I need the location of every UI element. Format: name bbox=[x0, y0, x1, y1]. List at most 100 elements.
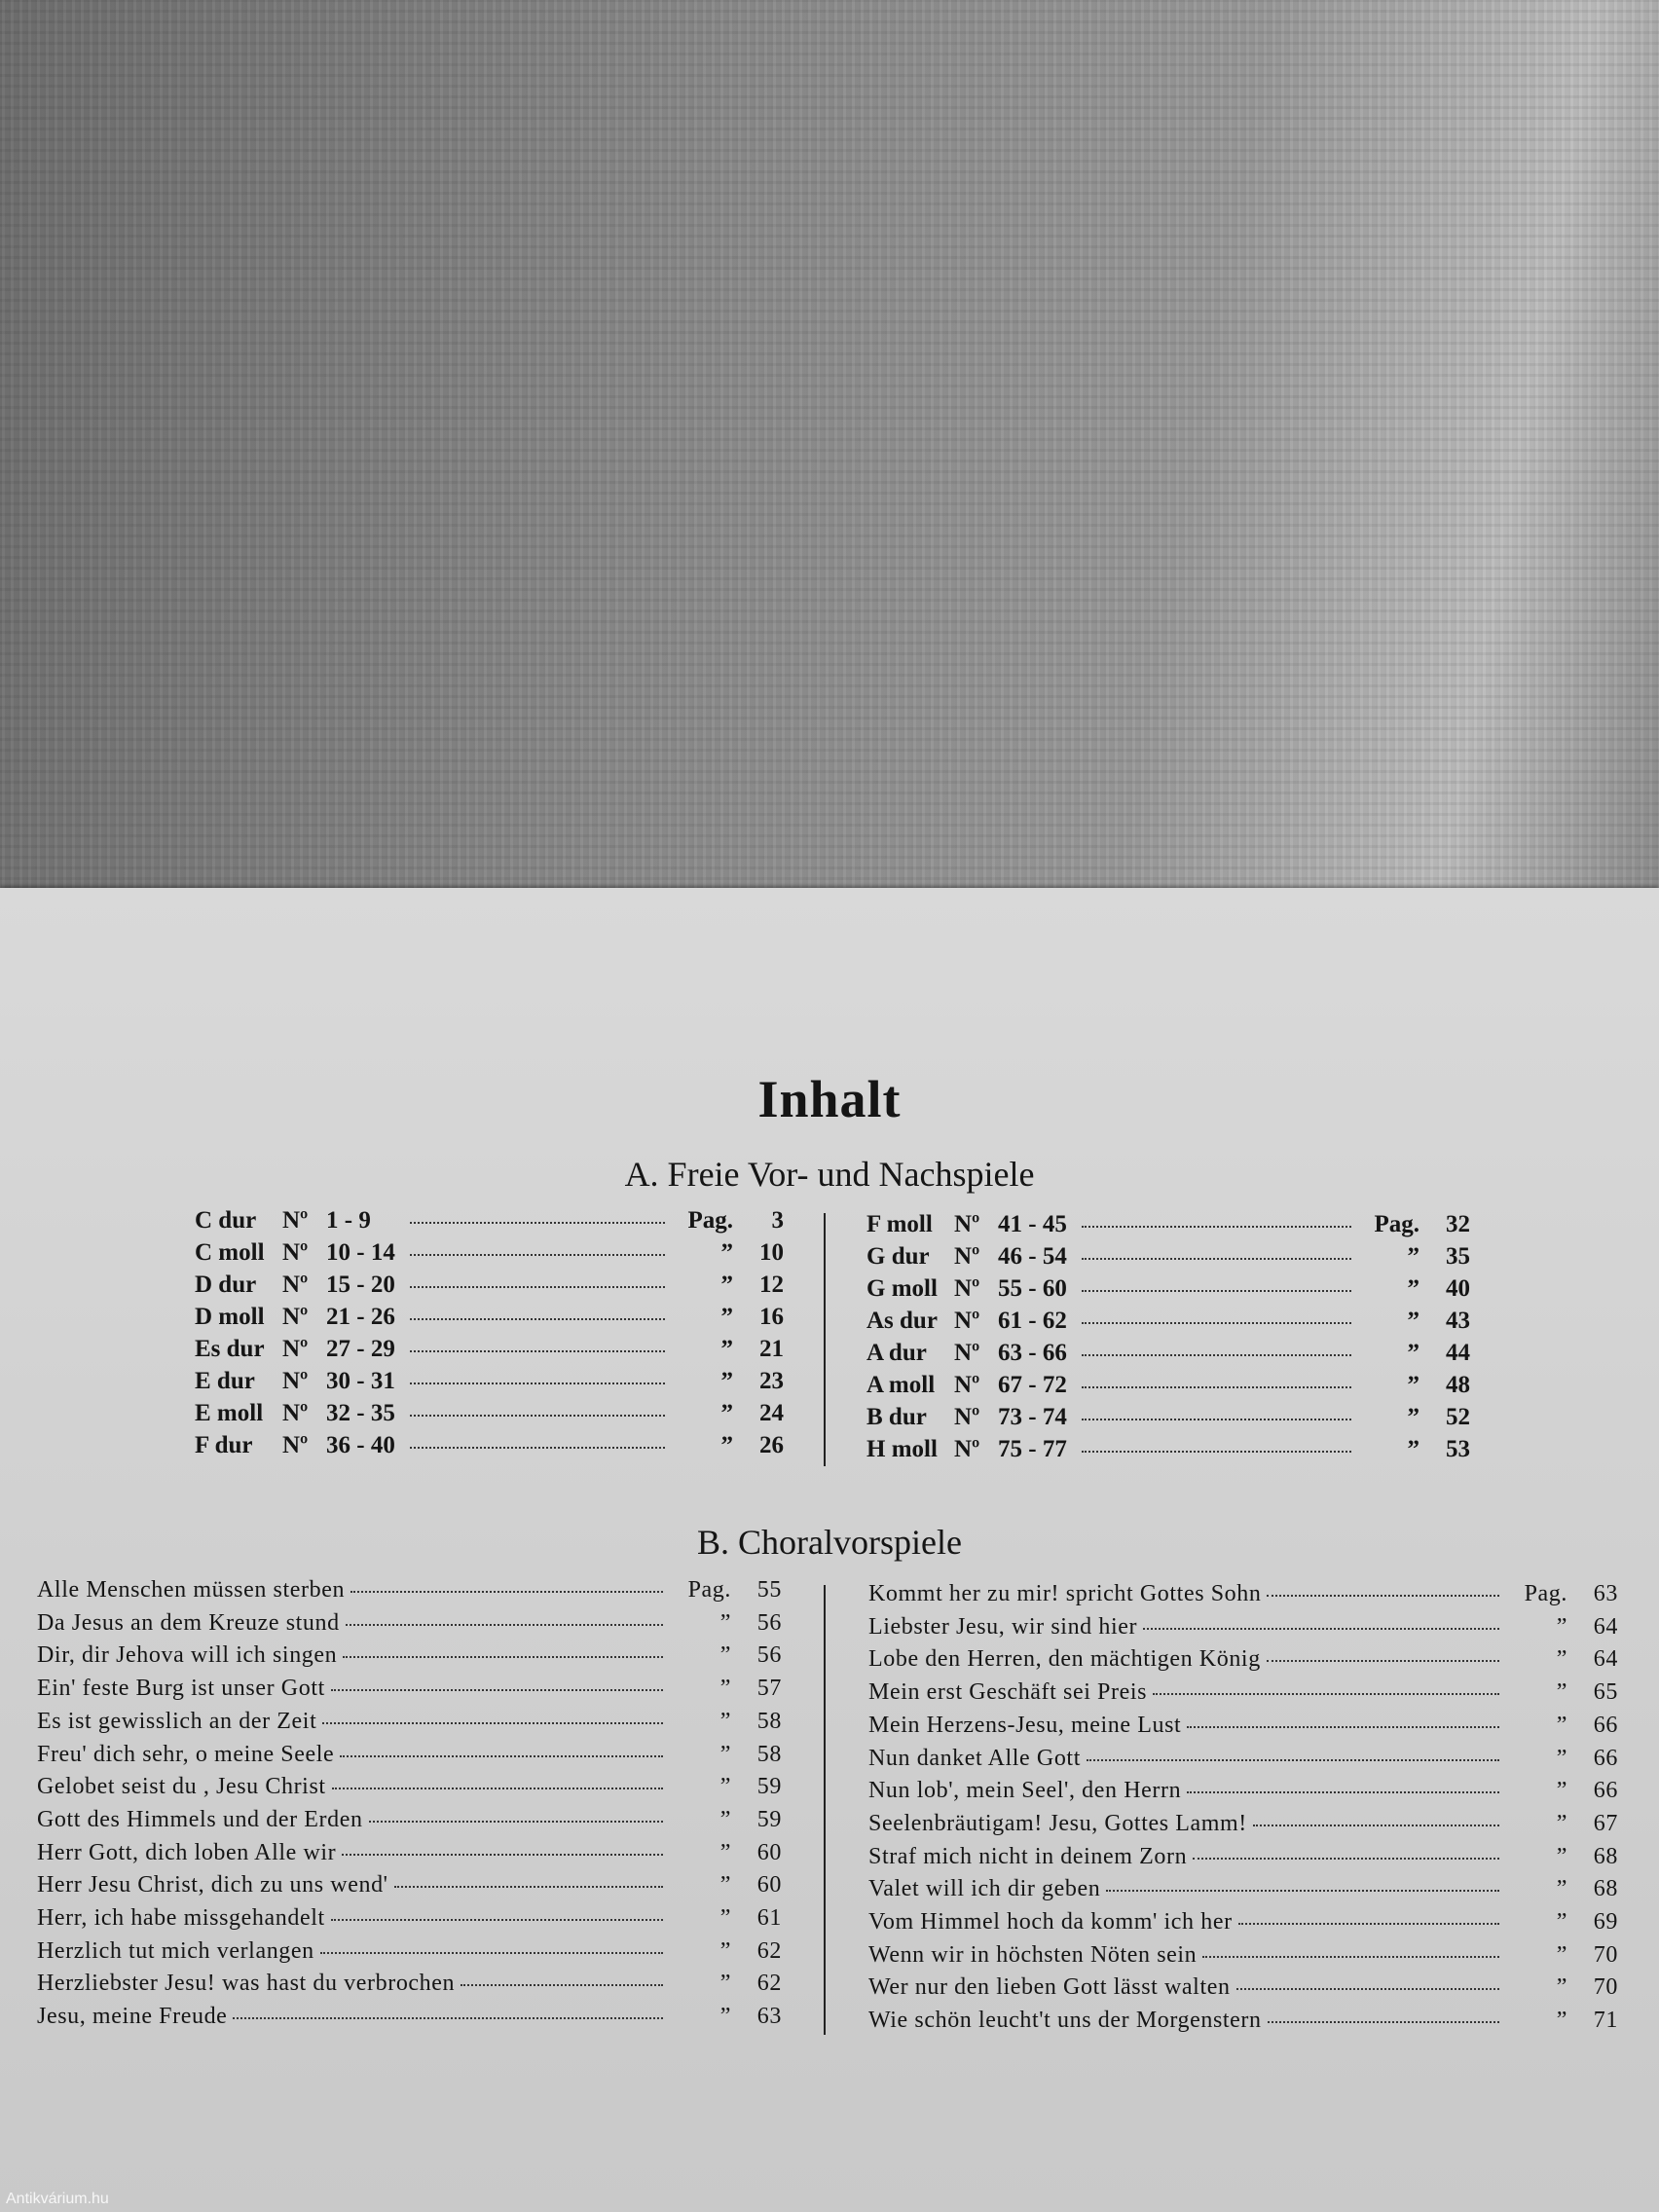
key-label: C dur bbox=[195, 1207, 257, 1234]
pag-label: ” bbox=[1556, 1613, 1567, 1640]
dot-leader bbox=[1082, 1322, 1351, 1324]
toc-entry: F moll Nº 41 - 45 Pag. 32 bbox=[866, 1211, 1470, 1243]
chorale-title: Seelenbräutigam! Jesu, Gottes Lamm! bbox=[868, 1810, 1247, 1836]
toc-entry: Ein' feste Burg ist unser Gott ” 57 bbox=[37, 1676, 782, 1708]
pag-label: ” bbox=[719, 1806, 731, 1832]
key-label: G moll bbox=[866, 1275, 938, 1302]
dot-leader bbox=[345, 1623, 663, 1626]
page-number: 55 bbox=[756, 1577, 782, 1603]
pag-label: ” bbox=[1556, 1941, 1567, 1968]
chorale-title: Wie schön leucht't uns der Morgenstern bbox=[868, 2008, 1262, 2034]
number-sign: Nº bbox=[954, 1436, 980, 1462]
pag-label: Pag. bbox=[687, 1577, 731, 1603]
dot-leader bbox=[1235, 1988, 1499, 1991]
chorale-title: Kommt her zu mir! spricht Gottes Sohn bbox=[868, 1581, 1262, 1606]
page-number: 56 bbox=[756, 1609, 782, 1636]
dot-leader bbox=[343, 1656, 663, 1659]
dot-leader bbox=[1187, 1791, 1499, 1794]
pag-label: ” bbox=[1556, 1843, 1567, 1869]
number-sign: Nº bbox=[954, 1275, 980, 1302]
column-divider bbox=[824, 1585, 826, 2035]
dot-leader bbox=[410, 1254, 665, 1256]
toc-entry: C moll Nº 10 - 14 ” 10 bbox=[195, 1239, 784, 1272]
page-number: 58 bbox=[756, 1741, 782, 1767]
pag-label: ” bbox=[719, 2004, 731, 2030]
page-number: 10 bbox=[759, 1239, 784, 1266]
toc-entry: D moll Nº 21 - 26 ” 16 bbox=[195, 1304, 784, 1336]
watermark: Antikvárium.hu bbox=[6, 2191, 109, 2207]
dot-leader bbox=[322, 1721, 663, 1724]
key-label: F dur bbox=[195, 1432, 253, 1458]
toc-entry: Herr Jesu Christ, dich zu uns wend' ” 60 bbox=[37, 1872, 782, 1904]
chorale-title: Nun lob', mein Seel', den Herrn bbox=[868, 1778, 1182, 1804]
page-number: 3 bbox=[771, 1207, 785, 1234]
toc-entry: Nun lob', mein Seel', den Herrn ” 66 bbox=[868, 1778, 1618, 1810]
toc-entry: Wer nur den lieben Gott lässt walten ” 70 bbox=[868, 1974, 1618, 2007]
toc-entry: B dur Nº 73 - 74 ” 52 bbox=[866, 1404, 1470, 1436]
chorale-title: Es ist gewisslich an der Zeit bbox=[37, 1708, 317, 1734]
pag-label: ” bbox=[719, 1839, 731, 1865]
toc-entry: Gott des Himmels und der Erden ” 59 bbox=[37, 1807, 782, 1839]
toc-entry: Herzlich tut mich verlangen ” 62 bbox=[37, 1938, 782, 1971]
dot-leader bbox=[1082, 1354, 1351, 1356]
page-number: 35 bbox=[1446, 1243, 1470, 1270]
column-divider bbox=[824, 1213, 826, 1466]
dot-leader bbox=[1082, 1419, 1351, 1420]
chorale-title: Vom Himmel hoch da komm' ich her bbox=[868, 1909, 1233, 1935]
chorale-title: Dir, dir Jehova will ich singen bbox=[37, 1642, 338, 1669]
key-label: F moll bbox=[866, 1211, 933, 1237]
number-sign: Nº bbox=[282, 1304, 309, 1330]
dot-leader bbox=[1153, 1693, 1499, 1696]
pag-label: ” bbox=[720, 1272, 734, 1298]
pag-label: ” bbox=[1556, 1810, 1567, 1836]
page-number: 56 bbox=[756, 1642, 782, 1669]
pag-label: Pag. bbox=[687, 1207, 733, 1234]
toc-entry: Mein erst Geschäft sei Preis ” 65 bbox=[868, 1679, 1618, 1712]
chorale-title: Liebster Jesu, wir sind hier bbox=[868, 1613, 1138, 1640]
chorale-title: Mein Herzens-Jesu, meine Lust bbox=[868, 1712, 1182, 1738]
page-number: 59 bbox=[756, 1806, 782, 1832]
page-number: 62 bbox=[756, 1971, 782, 1997]
dot-leader bbox=[1082, 1258, 1351, 1260]
pag-label: ” bbox=[1407, 1340, 1420, 1366]
dot-leader bbox=[1267, 2021, 1499, 2024]
chorale-title: Valet will ich dir geben bbox=[868, 1876, 1101, 1902]
number-sign: Nº bbox=[282, 1272, 309, 1298]
pag-label: ” bbox=[719, 1676, 731, 1702]
page-number: 68 bbox=[1593, 1876, 1618, 1902]
key-label: G dur bbox=[866, 1243, 930, 1270]
chorale-title: Mein erst Geschäft sei Preis bbox=[868, 1679, 1148, 1706]
page-number: 32 bbox=[1446, 1211, 1470, 1237]
number-range: 67 - 72 bbox=[998, 1372, 1067, 1398]
toc-entry: Seelenbräutigam! Jesu, Gottes Lamm! ” 67 bbox=[868, 1811, 1618, 1843]
page-number: 68 bbox=[1593, 1843, 1618, 1869]
pag-label: ” bbox=[719, 1708, 731, 1734]
pag-label: ” bbox=[1556, 1646, 1567, 1673]
pag-label: ” bbox=[1556, 1876, 1567, 1902]
toc-entry: Freu' dich sehr, o meine Seele ” 58 bbox=[37, 1742, 782, 1774]
chorale-title: Herr, ich habe missgehandelt bbox=[37, 1905, 325, 1931]
chorale-title: Wenn wir in höchsten Nöten sein bbox=[868, 1941, 1198, 1968]
number-sign: Nº bbox=[282, 1239, 309, 1266]
dot-leader bbox=[331, 1788, 663, 1790]
dot-leader bbox=[1086, 1758, 1499, 1761]
page-number: 60 bbox=[756, 1839, 782, 1865]
toc-entry: Herzliebster Jesu! was hast du verbroche… bbox=[37, 1971, 782, 2003]
toc-entry: E moll Nº 32 - 35 ” 24 bbox=[195, 1400, 784, 1432]
dot-leader bbox=[410, 1350, 665, 1352]
dot-leader bbox=[1266, 1660, 1499, 1663]
number-range: 41 - 45 bbox=[998, 1211, 1067, 1237]
toc-entry: Wenn wir in höchsten Nöten sein ” 70 bbox=[868, 1942, 1618, 1974]
key-label: A dur bbox=[866, 1340, 927, 1366]
page-number: 62 bbox=[756, 1937, 782, 1964]
dot-leader bbox=[340, 1754, 663, 1757]
number-sign: Nº bbox=[954, 1243, 980, 1270]
page-number: 59 bbox=[756, 1774, 782, 1800]
toc-entry: G dur Nº 46 - 54 ” 35 bbox=[866, 1243, 1470, 1275]
page-number: 52 bbox=[1446, 1404, 1470, 1430]
dot-leader bbox=[1202, 1955, 1499, 1958]
toc-entry: Vom Himmel hoch da komm' ich her ” 69 bbox=[868, 1909, 1618, 1941]
pag-label: ” bbox=[1556, 1909, 1567, 1935]
dot-leader bbox=[1187, 1725, 1499, 1728]
number-range: 27 - 29 bbox=[326, 1336, 395, 1362]
